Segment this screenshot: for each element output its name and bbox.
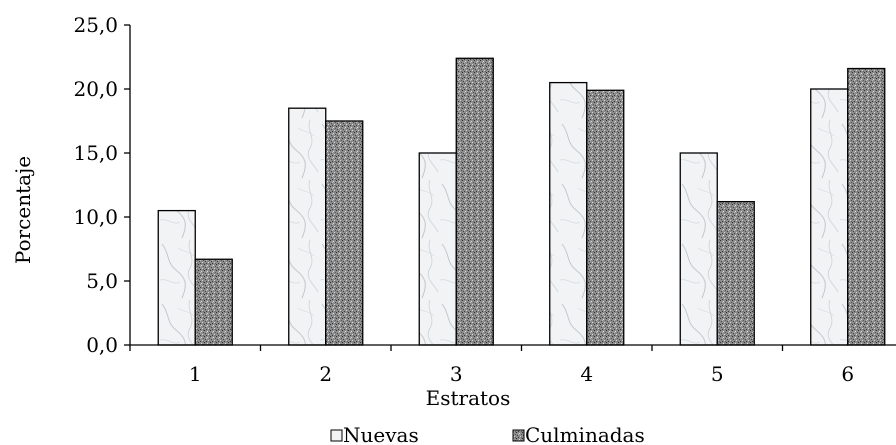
axes-layer: 0,0 5,0 10,0 15,0 20,0 25,0 1 2 3 4 5 6 xyxy=(73,13,896,386)
x-tick-label-5: 5 xyxy=(711,362,724,386)
bar-culminadas-6 xyxy=(847,67,886,346)
y-tick-label: 20,0 xyxy=(73,77,118,101)
x-tick-label-6: 6 xyxy=(841,362,854,386)
y-axis-title: Porcentaje xyxy=(11,156,35,264)
x-tick-label-2: 2 xyxy=(319,362,332,386)
y-tick-label: 0,0 xyxy=(86,333,118,357)
bar-nuevas-2 xyxy=(288,107,327,346)
legend-label-nuevas: Nuevas xyxy=(343,423,419,445)
bar-culminadas-4 xyxy=(586,89,625,346)
bar-nuevas-1 xyxy=(157,209,196,346)
x-tick-label-3: 3 xyxy=(450,362,463,386)
y-tick-label: 5,0 xyxy=(86,269,118,293)
bar-culminadas-5 xyxy=(716,200,755,346)
bar-nuevas-6 xyxy=(810,88,849,346)
legend: Nuevas Culminadas xyxy=(330,423,645,445)
x-tick-label-4: 4 xyxy=(580,362,593,386)
x-axis-title: Estratos xyxy=(426,386,511,410)
bar-nuevas-4 xyxy=(549,81,588,346)
bar-culminadas-1 xyxy=(194,258,233,346)
bars-layer xyxy=(157,57,886,346)
legend-swatch-culminadas xyxy=(512,429,525,442)
bar-culminadas-2 xyxy=(325,120,364,346)
bar-nuevas-5 xyxy=(679,152,718,346)
y-tick-label: 25,0 xyxy=(73,13,118,37)
y-tick-label: 15,0 xyxy=(73,141,118,165)
x-tick-label-1: 1 xyxy=(189,362,202,386)
legend-swatch-nuevas xyxy=(330,429,343,442)
bar-nuevas-3 xyxy=(418,152,457,346)
legend-label-culminadas: Culminadas xyxy=(525,423,645,445)
bar-culminadas-3 xyxy=(455,57,494,346)
y-tick-label: 10,0 xyxy=(73,205,118,229)
